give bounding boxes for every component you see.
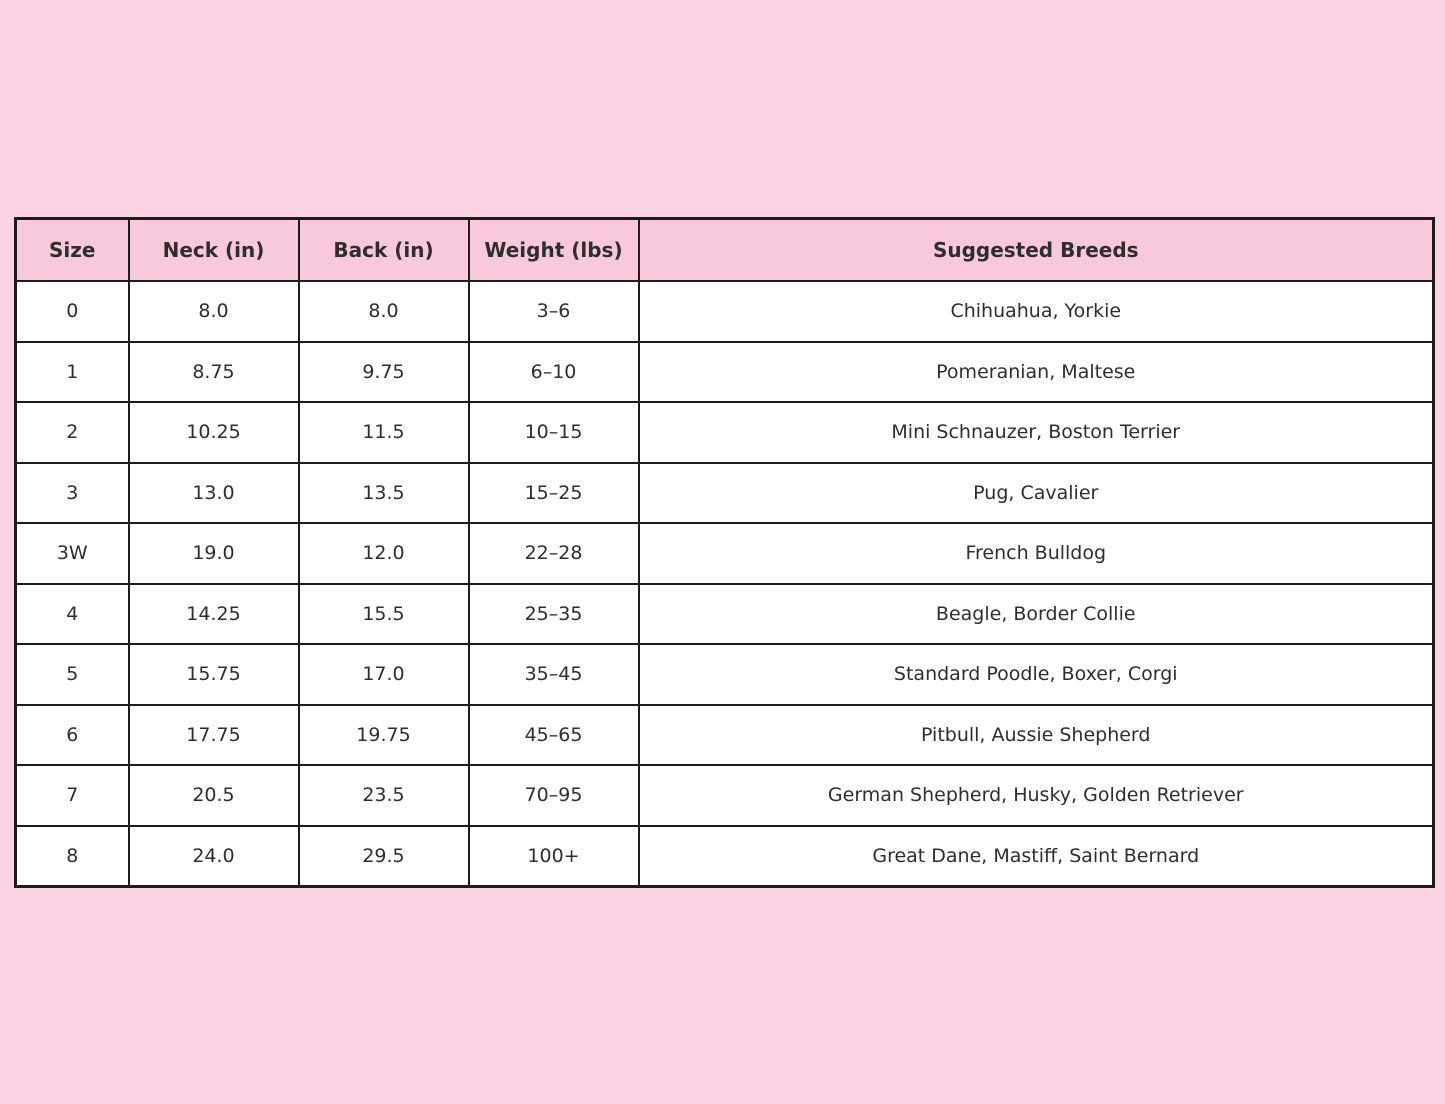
table-row: 4 14.25 15.5 25–35 Beagle, Border Collie	[14, 582, 1435, 645]
table-row: 7 20.5 23.5 70–95 German Shepherd, Husky, Go…	[14, 764, 1435, 827]
table-cell-back: 19.75	[297, 703, 470, 766]
table-cell-size: 7	[14, 764, 130, 827]
table-cell-weight: 6–10	[467, 340, 640, 403]
table-cell-back: 9.75	[297, 340, 470, 403]
table-header: Size Neck (in) Back (in) Weight (lbs) Sugges…	[14, 217, 1435, 282]
table-cell-weight: 35–45	[467, 643, 640, 706]
table-cell-breeds: Standard Poodle, Boxer, Corgi	[637, 643, 1435, 706]
table-cell-back: 29.5	[297, 824, 470, 888]
table-cell-neck: 17.75	[127, 703, 300, 766]
table-cell-breeds: Pug, Cavalier	[637, 461, 1435, 524]
table-cell-back: 8.0	[297, 280, 470, 343]
table-cell-size: 2	[14, 401, 130, 464]
table-cell-size: 0	[14, 280, 130, 343]
table-cell-weight: 45–65	[467, 703, 640, 766]
table-cell-back: 17.0	[297, 643, 470, 706]
table-cell-neck: 20.5	[127, 764, 300, 827]
column-header-weight: Weight (lbs)	[467, 217, 640, 282]
table-row: 2 10.25 11.5 10–15 Mini Schnauzer, Boston Te…	[14, 401, 1435, 464]
table-row: 5 15.75 17.0 35–45 Standard Poodle, Boxer, C…	[14, 643, 1435, 706]
table-cell-breeds: French Bulldog	[637, 522, 1435, 585]
table-cell-breeds: Mini Schnauzer, Boston Terrier	[637, 401, 1435, 464]
table-row: 1 8.75 9.75 6–10 Pomeranian, Maltese	[14, 340, 1435, 403]
table-cell-breeds: Chihuahua, Yorkie	[637, 280, 1435, 343]
column-header-back: Back (in)	[297, 217, 470, 282]
column-header-neck: Neck (in)	[127, 217, 300, 282]
table-cell-neck: 8.75	[127, 340, 300, 403]
table-row: 3W 19.0 12.0 22–28 French Bulldog	[14, 522, 1435, 585]
table-body: 0 8.0 8.0 3–6 Chihuahua, Yorkie 1 8.75 9.75 6–10…	[14, 280, 1435, 888]
table-cell-size: 5	[14, 643, 130, 706]
table-cell-neck: 8.0	[127, 280, 300, 343]
table-cell-breeds: German Shepherd, Husky, Golden Retriever	[637, 764, 1435, 827]
table-cell-neck: 14.25	[127, 582, 300, 645]
table-cell-weight: 15–25	[467, 461, 640, 524]
table-cell-size: 3	[14, 461, 130, 524]
table-cell-neck: 19.0	[127, 522, 300, 585]
table-row: 3 13.0 13.5 15–25 Pug, Cavalier	[14, 461, 1435, 524]
table-cell-back: 15.5	[297, 582, 470, 645]
table-cell-breeds: Pitbull, Aussie Shepherd	[637, 703, 1435, 766]
table-cell-breeds: Beagle, Border Collie	[637, 582, 1435, 645]
table-cell-neck: 24.0	[127, 824, 300, 888]
table-cell-neck: 15.75	[127, 643, 300, 706]
header-row: Size Neck (in) Back (in) Weight (lbs) Sugges…	[14, 217, 1435, 282]
table-cell-back: 23.5	[297, 764, 470, 827]
table-cell-weight: 25–35	[467, 582, 640, 645]
table-cell-weight: 3–6	[467, 280, 640, 343]
table-cell-size: 4	[14, 582, 130, 645]
dog-size-chart-container: Size Neck (in) Back (in) Weight (lbs) Sugges…	[14, 217, 1435, 888]
table-cell-neck: 10.25	[127, 401, 300, 464]
table-cell-back: 13.5	[297, 461, 470, 524]
table-cell-weight: 70–95	[467, 764, 640, 827]
table-cell-neck: 13.0	[127, 461, 300, 524]
column-header-size: Size	[14, 217, 130, 282]
dog-size-chart-table: Size Neck (in) Back (in) Weight (lbs) Sugges…	[14, 217, 1435, 888]
table-cell-breeds: Great Dane, Mastiff, Saint Bernard	[637, 824, 1435, 888]
table-cell-size: 1	[14, 340, 130, 403]
table-cell-weight: 10–15	[467, 401, 640, 464]
table-cell-breeds: Pomeranian, Maltese	[637, 340, 1435, 403]
table-cell-back: 12.0	[297, 522, 470, 585]
column-header-breeds: Suggested Breeds	[637, 217, 1435, 282]
table-cell-weight: 22–28	[467, 522, 640, 585]
table-row: 0 8.0 8.0 3–6 Chihuahua, Yorkie	[14, 280, 1435, 343]
table-row: 8 24.0 29.5 100+ Great Dane, Mastiff, Saint …	[14, 824, 1435, 888]
table-cell-size: 3W	[14, 522, 130, 585]
table-cell-weight: 100+	[467, 824, 640, 888]
table-cell-size: 8	[14, 824, 130, 888]
table-cell-back: 11.5	[297, 401, 470, 464]
table-row: 6 17.75 19.75 45–65 Pitbull, Aussie Shepherd	[14, 703, 1435, 766]
table-cell-size: 6	[14, 703, 130, 766]
